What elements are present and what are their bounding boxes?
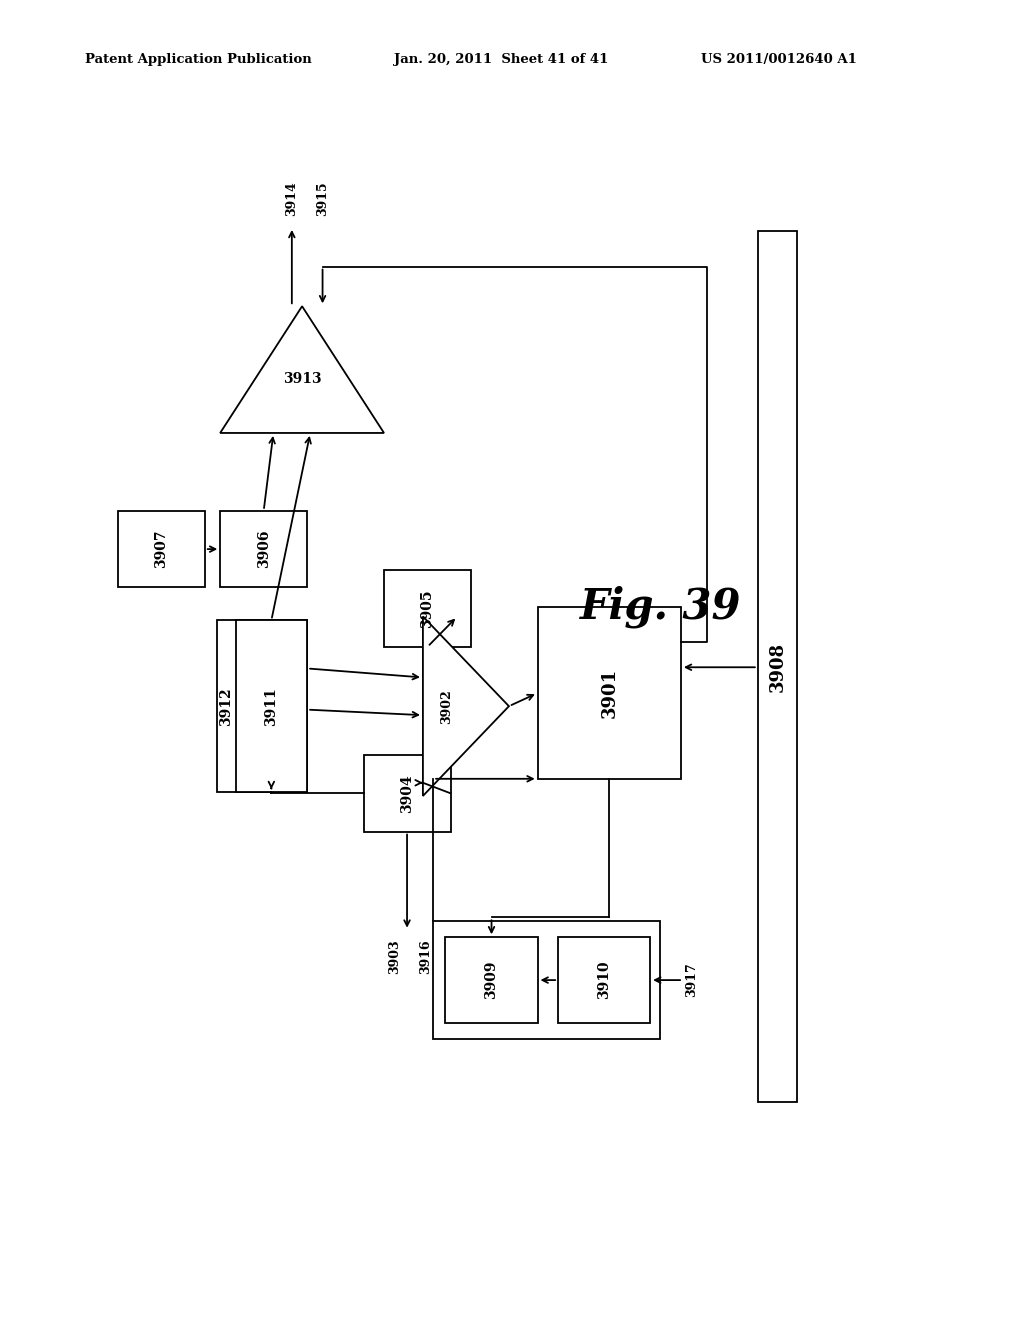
FancyBboxPatch shape bbox=[445, 937, 538, 1023]
FancyBboxPatch shape bbox=[236, 620, 307, 792]
Text: 3908: 3908 bbox=[768, 642, 786, 692]
Text: 3909: 3909 bbox=[484, 961, 499, 999]
Polygon shape bbox=[423, 616, 509, 796]
FancyBboxPatch shape bbox=[558, 937, 650, 1023]
FancyBboxPatch shape bbox=[364, 755, 451, 832]
Polygon shape bbox=[220, 306, 384, 433]
Text: 3902: 3902 bbox=[440, 689, 453, 723]
Text: 3915: 3915 bbox=[316, 182, 329, 216]
Text: 3912: 3912 bbox=[219, 686, 233, 726]
Text: 3914: 3914 bbox=[286, 182, 298, 216]
Text: 3913: 3913 bbox=[283, 372, 322, 387]
Text: 3906: 3906 bbox=[257, 529, 270, 569]
Text: Patent Application Publication: Patent Application Publication bbox=[85, 53, 311, 66]
Text: 3903: 3903 bbox=[388, 940, 401, 974]
FancyBboxPatch shape bbox=[118, 511, 205, 587]
Text: 3905: 3905 bbox=[421, 589, 434, 628]
Text: 3917: 3917 bbox=[685, 962, 697, 998]
FancyBboxPatch shape bbox=[384, 570, 471, 647]
FancyBboxPatch shape bbox=[538, 607, 681, 779]
Text: 3901: 3901 bbox=[600, 668, 618, 718]
Text: US 2011/0012640 A1: US 2011/0012640 A1 bbox=[701, 53, 857, 66]
FancyBboxPatch shape bbox=[220, 511, 307, 587]
Text: 3907: 3907 bbox=[155, 529, 168, 569]
Text: 3911: 3911 bbox=[264, 686, 279, 726]
Text: 3910: 3910 bbox=[597, 961, 611, 999]
Text: 3916: 3916 bbox=[419, 940, 432, 974]
FancyBboxPatch shape bbox=[217, 620, 307, 792]
Text: Fig. 39: Fig. 39 bbox=[580, 586, 741, 628]
Text: 3904: 3904 bbox=[400, 774, 414, 813]
FancyBboxPatch shape bbox=[758, 231, 797, 1102]
Text: Jan. 20, 2011  Sheet 41 of 41: Jan. 20, 2011 Sheet 41 of 41 bbox=[394, 53, 608, 66]
